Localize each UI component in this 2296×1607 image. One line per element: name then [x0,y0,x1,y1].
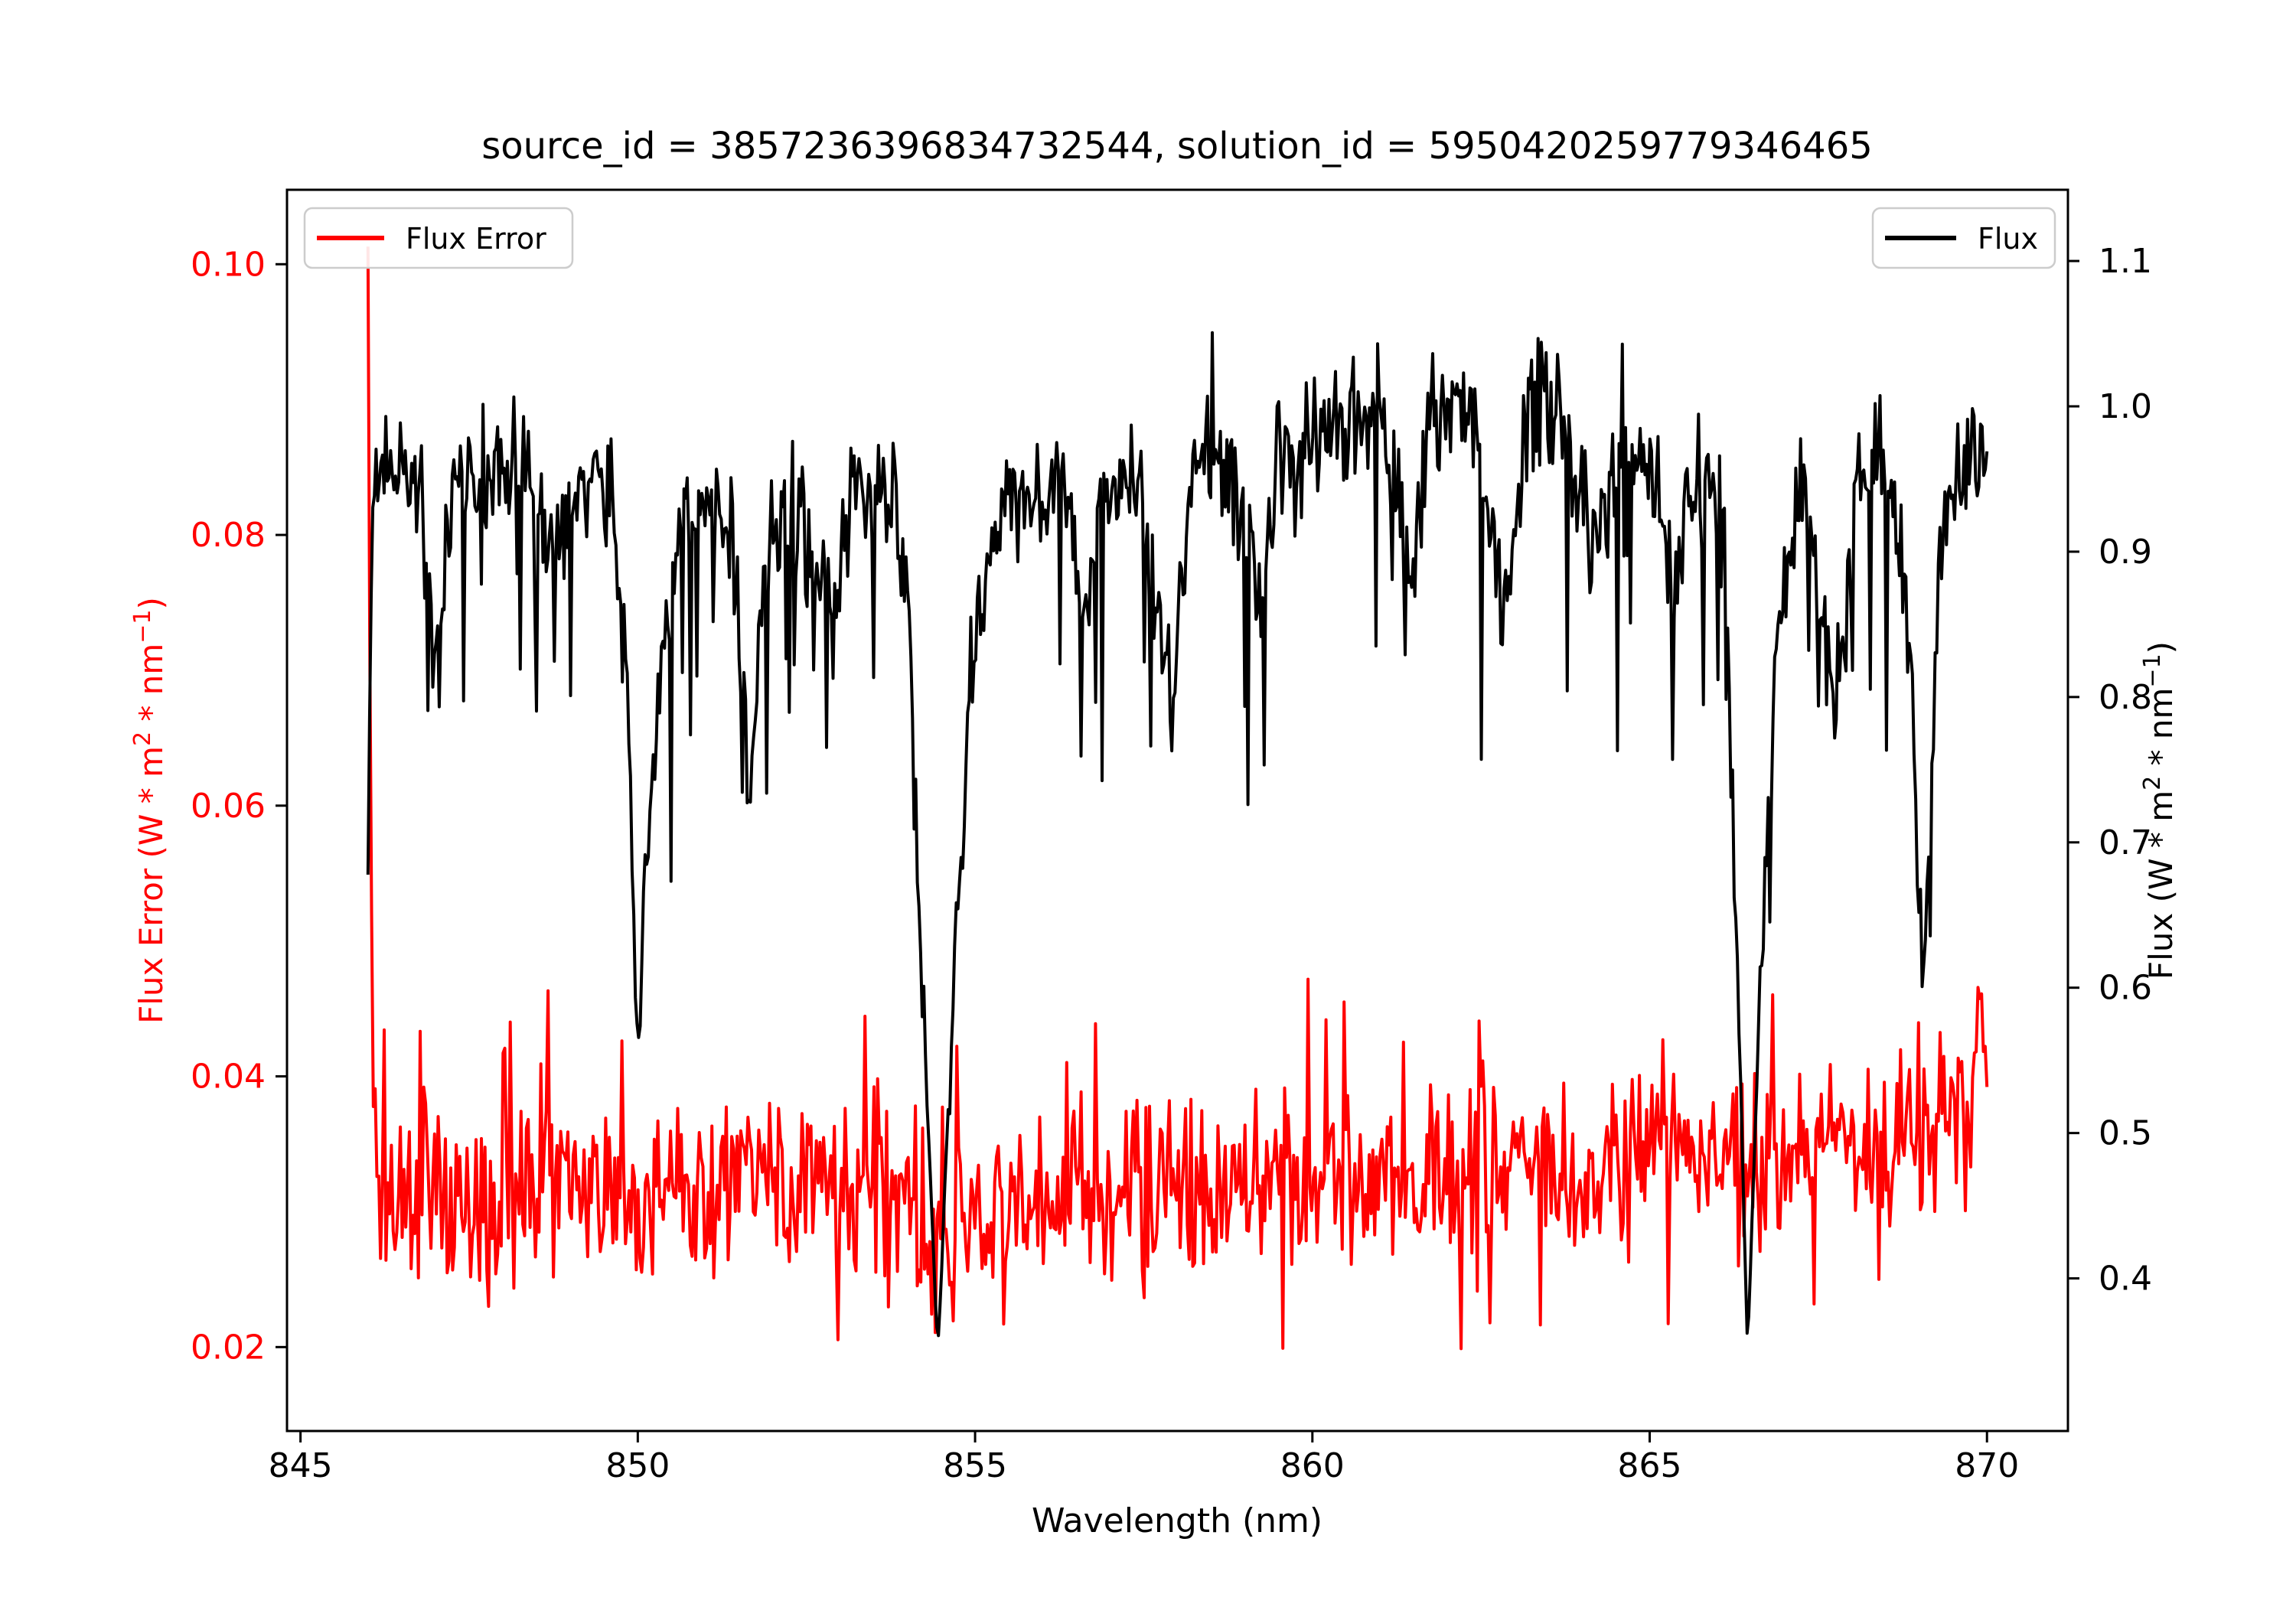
y-left-axis-label: Flux Error (W * m2​ * nm−1​) [129,597,170,1024]
y-left-tick-label: 0.06 [191,787,266,826]
y-right-tick-label: 1.0 [2099,387,2152,426]
y-left-tick-label: 0.08 [191,516,266,555]
y-right-tick-label: 1.1 [2099,242,2152,281]
legend-box [1871,207,2056,269]
x-axis-label: Wavelength (nm) [1032,1501,1322,1540]
legend-flux-error: Flux Error [303,207,574,269]
flux-error-curve [366,246,1989,1351]
chart-title: source_id = 3857236396834732544, solutio… [481,125,1873,168]
flux-curve [366,331,1989,1338]
plot-frame [285,188,2069,1433]
legend-flux: Flux [1871,207,2056,269]
y-left-tick-label: 0.10 [191,245,266,284]
y-right-tick-label: 0.7 [2099,823,2152,862]
y-right-tick-label: 0.6 [2099,969,2152,1008]
y-left-tick-label: 0.02 [191,1328,266,1367]
x-tick-label: 870 [1955,1446,2019,1485]
y-right-axis-label: Flux (W * m2​ * nm−1​) [2139,641,2180,980]
legend-box [303,207,574,269]
y-right-tick-label: 0.8 [2099,678,2152,717]
x-tick-label: 855 [943,1446,1007,1485]
x-tick-label: 845 [269,1446,333,1485]
y-right-tick-label: 0.9 [2099,533,2152,572]
x-tick-label: 865 [1618,1446,1682,1485]
x-tick-label: 860 [1280,1446,1345,1485]
x-tick-label: 850 [605,1446,670,1485]
y-right-tick-label: 0.5 [2099,1114,2152,1153]
legend-label-flux-error: Flux Error [406,222,546,256]
y-left-tick-label: 0.04 [191,1058,266,1097]
legend-label-flux: Flux [1978,222,2038,256]
y-right-tick-label: 0.4 [2099,1260,2152,1299]
